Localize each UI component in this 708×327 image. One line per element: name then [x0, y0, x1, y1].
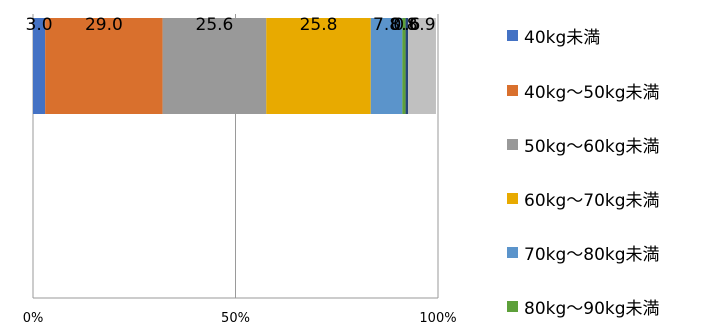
bar-segment-1: [45, 18, 163, 114]
x-tick-label-1: 50%: [221, 311, 250, 326]
legend-swatch: [507, 29, 518, 41]
legend-label: 80kg～90kg未満: [524, 298, 660, 319]
data-label-7: 6.9: [408, 15, 435, 35]
bar-segment-0: [33, 18, 46, 114]
legend-swatch: [507, 192, 518, 204]
data-label-1: 29.0: [85, 15, 123, 35]
bar-segment-5: [402, 18, 406, 114]
data-label-4: 7.8: [373, 15, 400, 35]
stacked-bar-chart: 3.0 29.0 25.6 25.8 7.80.80.66.9 0% 50% 100%: [23, 14, 457, 326]
bar-segment-3: [266, 18, 371, 114]
data-label-3: 25.8: [300, 15, 338, 35]
legend-swatch: [507, 300, 518, 312]
legend-swatch: [507, 246, 518, 258]
data-label-5: 0.8: [390, 15, 417, 35]
legend-label: 70kg～80kg未満: [524, 244, 660, 265]
data-label-2: 25.6: [196, 15, 234, 35]
legend-label: 40kg～50kg未満: [524, 82, 660, 103]
data-label-6: 0.6: [393, 15, 420, 35]
legend-label: 60kg～70kg未満: [524, 190, 660, 211]
legend-label: 50kg～60kg未満: [524, 136, 660, 157]
legend-item: 50kg～60kg未満: [507, 132, 660, 157]
bar-segment-7: [408, 18, 436, 114]
bar-segment-2: [162, 18, 267, 114]
data-label-0: 3.0: [26, 15, 53, 35]
legend-item: 40kg未満: [507, 23, 601, 48]
legend-item: 70kg～80kg未満: [507, 240, 660, 265]
bar-segment-4: [370, 18, 403, 114]
legend-swatch: [507, 138, 518, 150]
legend-item: 80kg～90kg未満: [507, 294, 660, 319]
legend-item: 40kg～50kg未満: [507, 78, 660, 103]
legend-swatch: [507, 84, 518, 96]
x-tick-label-2: 100%: [419, 311, 456, 326]
legend-label: 40kg未満: [524, 27, 601, 48]
x-tick-label-0: 0%: [23, 311, 44, 326]
legend: 40kg未満 40kg～50kg未満 50kg～60kg未満 60kg～70kg未満 7…: [507, 0, 708, 327]
bar-segment-6: [405, 18, 409, 114]
legend-item: 60kg～70kg未満: [507, 186, 660, 211]
